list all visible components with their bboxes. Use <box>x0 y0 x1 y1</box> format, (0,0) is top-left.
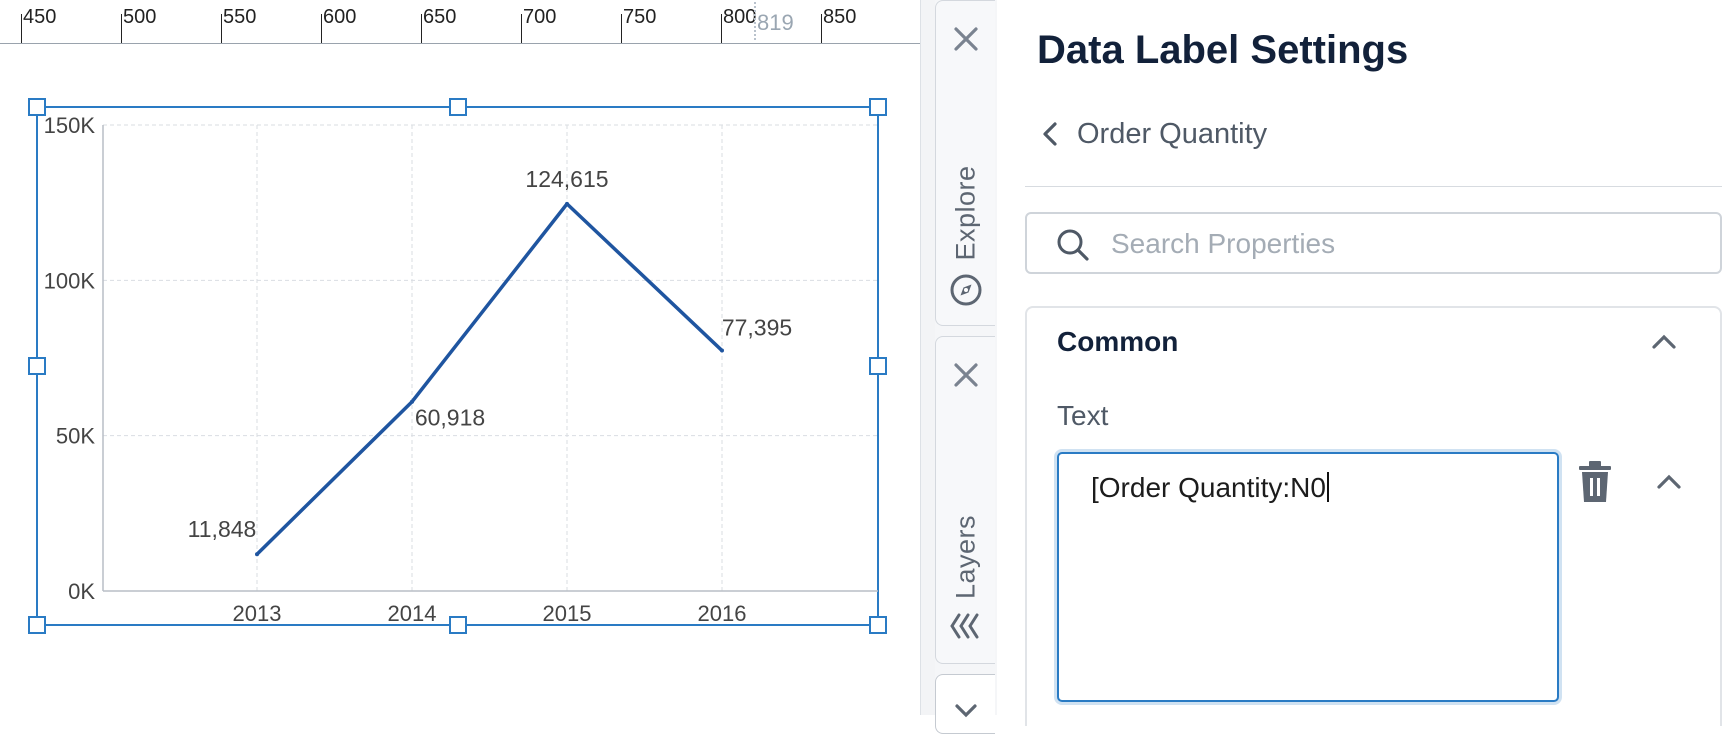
ruler-tick-label: 700 <box>523 6 557 28</box>
back-button[interactable]: Order Quantity <box>1037 112 1267 156</box>
search-input[interactable] <box>1109 222 1693 266</box>
data-label-settings-panel: Data Label Settings Order Quantity Commo… <box>997 0 1735 726</box>
data-label: 124,615 <box>525 166 608 192</box>
tab-explore-label: Explore <box>950 165 981 261</box>
ruler-tick <box>221 14 222 43</box>
data-label: 77,395 <box>722 315 792 341</box>
ruler-marker-label: 819 <box>757 10 794 35</box>
text-field-label: Text <box>1057 400 1109 431</box>
trash-icon[interactable] <box>1575 460 1615 504</box>
ruler-tick-label: 800 <box>723 6 757 28</box>
text-cursor <box>1326 472 1329 502</box>
ruler-tick <box>121 14 122 43</box>
data-point <box>565 201 569 206</box>
layers-icon <box>949 609 983 643</box>
ruler-tick <box>421 14 422 43</box>
y-axis-tick-label: 50K <box>56 424 95 449</box>
ruler-tick-label: 750 <box>623 6 657 28</box>
line-chart[interactable]: 0K 50K 100K 150K 2013 2014 2015 2016 11,848 60,91… <box>0 44 920 715</box>
ruler-tick <box>21 14 22 43</box>
common-section: Common Text [Order Quantity:N0 <box>1025 306 1722 726</box>
back-label: Order Quantity <box>1077 117 1268 150</box>
ruler-tick <box>621 14 622 43</box>
data-label: 60,918 <box>415 405 485 431</box>
resize-handle-bottom-right[interactable] <box>869 616 887 634</box>
ruler-tick <box>821 14 822 43</box>
tab-layers[interactable]: Layers <box>935 336 995 664</box>
selection-border <box>36 106 879 626</box>
data-point <box>255 552 259 557</box>
close-icon[interactable] <box>950 23 982 55</box>
ruler-tick-label: 450 <box>23 6 57 28</box>
chevron-down-icon[interactable] <box>950 695 982 727</box>
ruler-tick-label: 600 <box>323 6 357 28</box>
resize-handle-middle-left[interactable] <box>28 357 46 375</box>
resize-handle-top-center[interactable] <box>449 98 467 116</box>
text-editor-value: [Order Quantity:N0 <box>1091 472 1329 504</box>
data-point <box>410 399 414 404</box>
dashboard-canvas: 0K 50K 100K 150K 2013 2014 2015 2016 11,848 60,91… <box>0 44 920 715</box>
ruler-tick <box>321 14 322 43</box>
chevron-left-icon <box>1043 122 1057 146</box>
ruler-tick-label: 650 <box>423 6 457 28</box>
x-axis-tick-label: 2013 <box>233 601 282 626</box>
search-icon <box>1057 229 1089 261</box>
data-point <box>720 348 724 353</box>
divider <box>1025 186 1722 187</box>
text-editor[interactable]: [Order Quantity:N0 <box>1057 452 1559 702</box>
tab-explore[interactable]: Explore <box>935 0 995 326</box>
y-axis-tick-label: 0K <box>68 579 95 604</box>
ruler-tick <box>721 14 722 43</box>
close-icon[interactable] <box>950 359 982 391</box>
text-content: [Order Quantity:N0 <box>1091 472 1326 503</box>
chevron-up-icon[interactable] <box>1646 324 1682 360</box>
horizontal-ruler: 450 500 550 600 650 700 750 800 850 819 <box>0 0 920 44</box>
ruler-position-marker <box>754 2 756 40</box>
resize-handle-middle-right[interactable] <box>869 357 887 375</box>
search-box[interactable] <box>1025 212 1722 274</box>
tab-collapsed[interactable] <box>935 674 995 734</box>
splitter[interactable] <box>920 0 936 715</box>
x-axis-tick-label: 2014 <box>388 601 437 626</box>
ruler-tick-label: 550 <box>223 6 257 28</box>
ruler-tick-label: 850 <box>823 6 857 28</box>
y-axis-tick-label: 100K <box>44 268 96 293</box>
data-label: 11,848 <box>188 516 257 542</box>
compass-icon <box>949 273 983 307</box>
resize-handle-bottom-left[interactable] <box>28 616 46 634</box>
ruler-tick-label: 500 <box>123 6 157 28</box>
tab-layers-label: Layers <box>950 514 981 600</box>
section-title: Common <box>1057 326 1179 357</box>
x-axis-tick-label: 2015 <box>543 601 592 626</box>
series-line <box>255 202 724 556</box>
y-axis-tick-label: 150K <box>44 113 96 138</box>
ruler-tick <box>521 14 522 43</box>
side-tab-strip: Explore Layers <box>935 0 997 734</box>
x-axis-tick-label: 2016 <box>698 601 747 626</box>
resize-handle-top-right[interactable] <box>869 98 887 116</box>
resize-handle-top-left[interactable] <box>28 98 46 116</box>
panel-title: Data Label Settings <box>1037 28 1409 72</box>
resize-handle-bottom-center[interactable] <box>449 616 467 634</box>
chevron-up-icon[interactable] <box>1651 464 1687 500</box>
